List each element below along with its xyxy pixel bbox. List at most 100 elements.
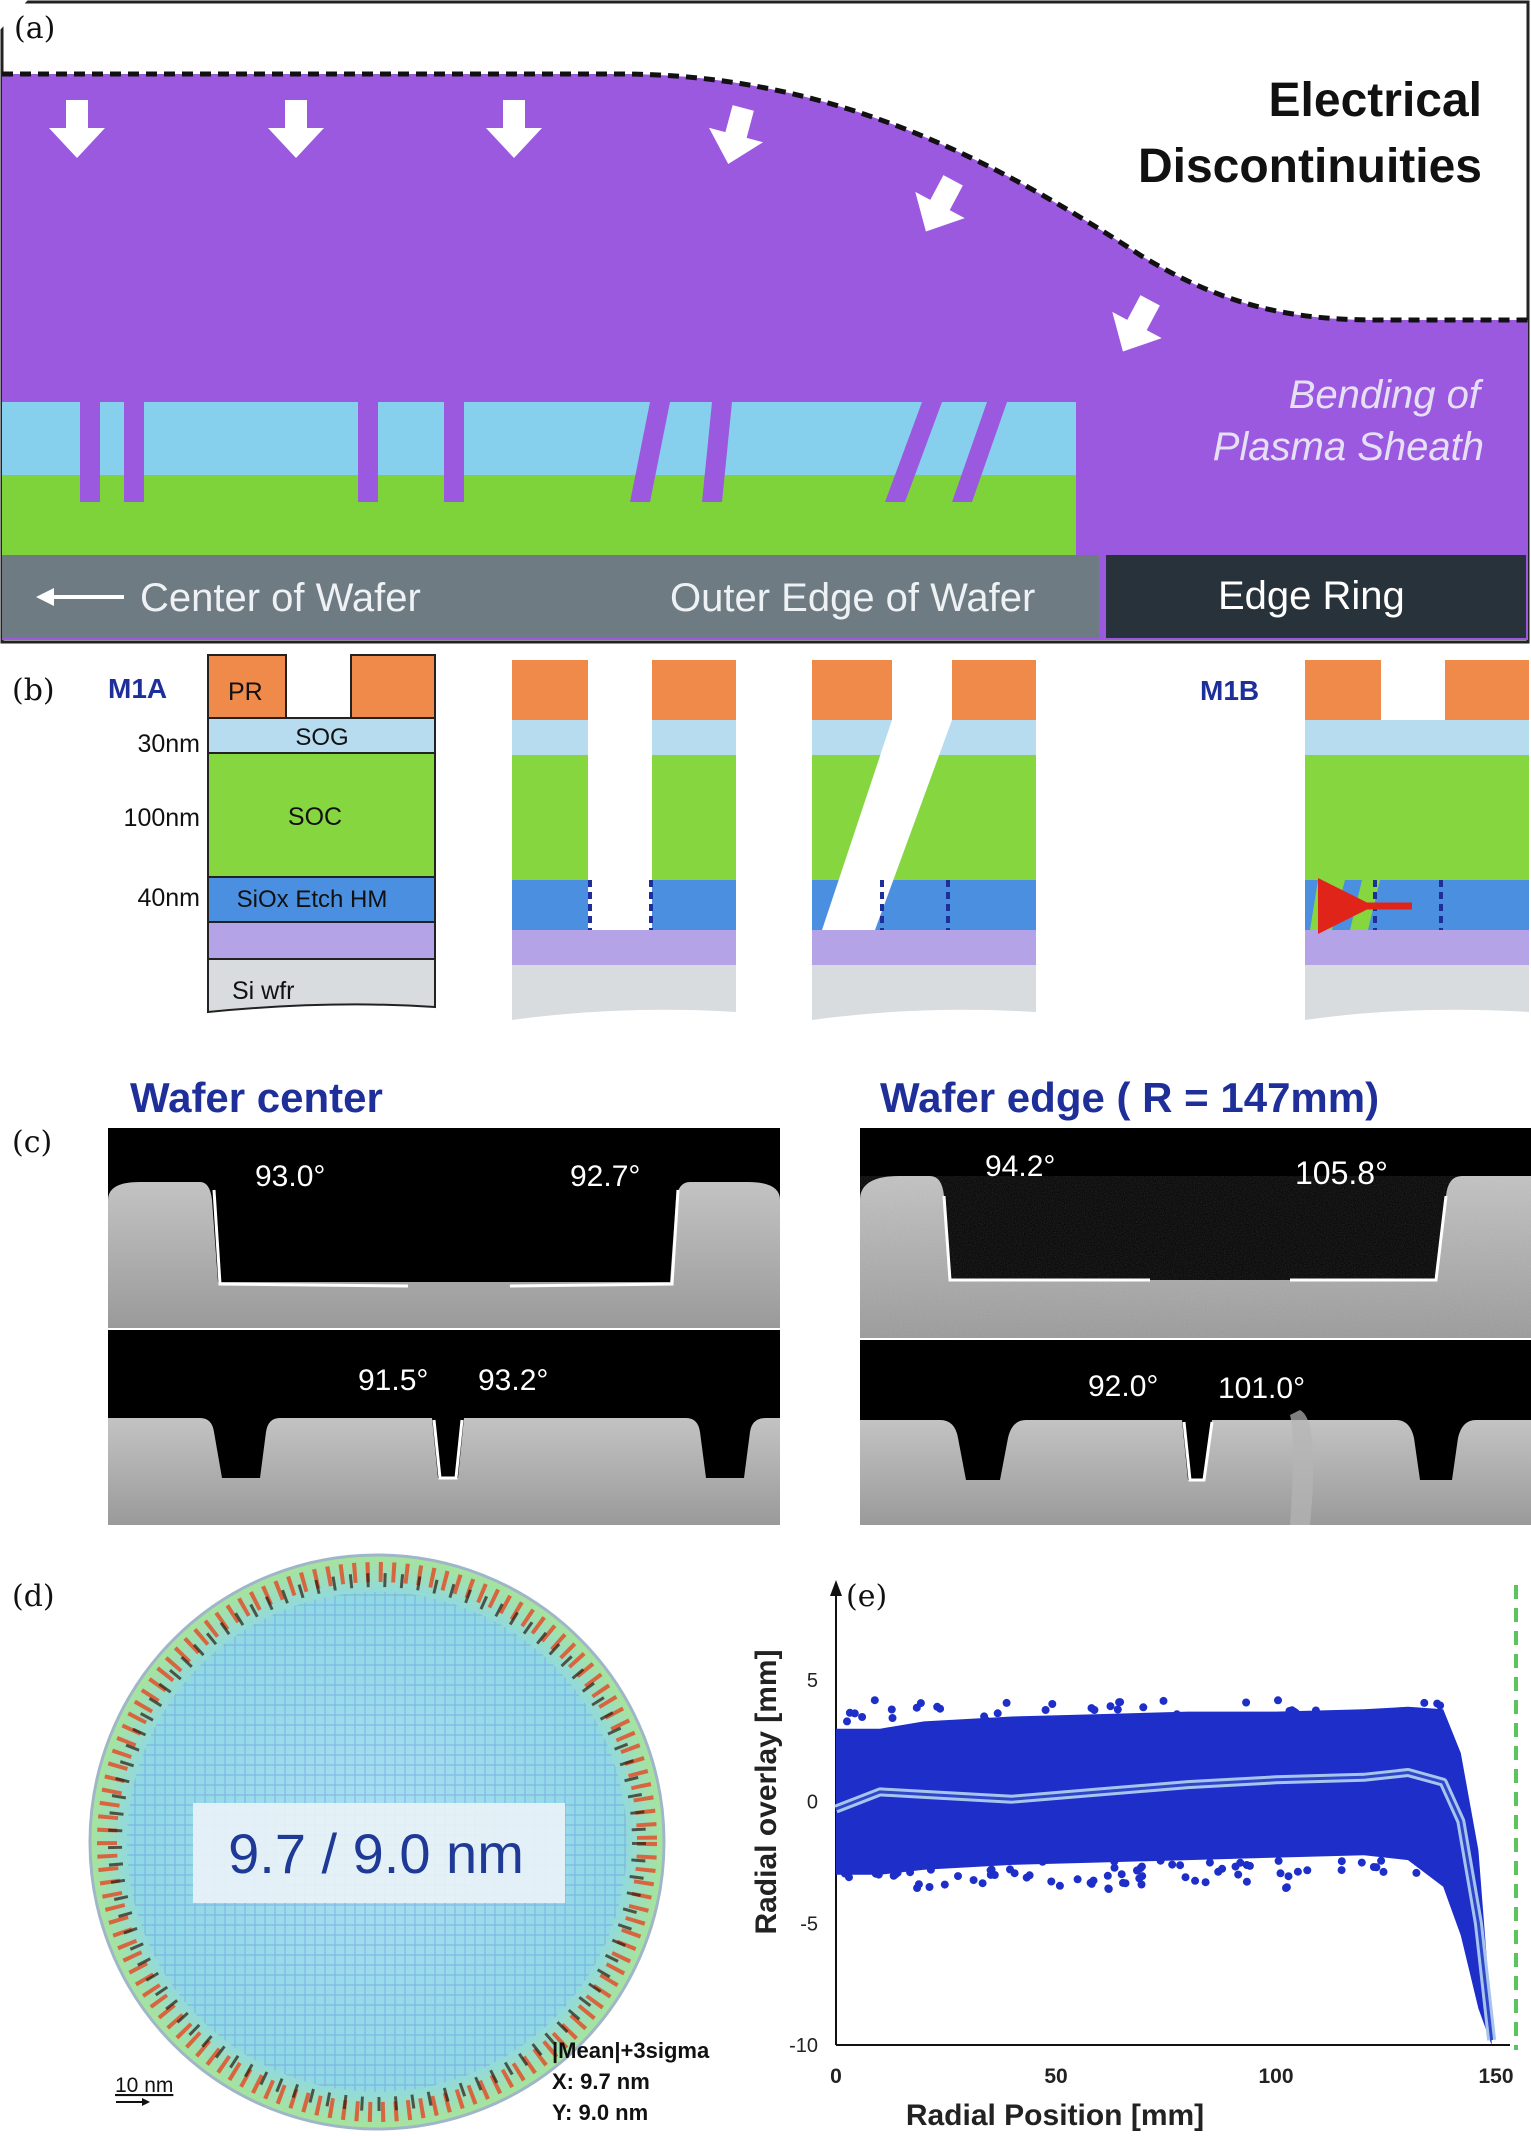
y-tick-label: -10 xyxy=(789,2035,818,2057)
down-arrow-icons xyxy=(0,0,1175,365)
scatter-point xyxy=(1416,1711,1425,1720)
sem-center-bottom xyxy=(108,1330,780,1525)
scatter-point xyxy=(1337,1716,1346,1725)
scatter-point xyxy=(874,1870,883,1879)
scatter-point xyxy=(850,1709,859,1718)
scatter-point xyxy=(1420,1698,1429,1707)
scatter-point xyxy=(1055,1881,1064,1890)
scatter-point xyxy=(980,1712,989,1721)
sog-layer xyxy=(2,402,1076,475)
scatter-point xyxy=(1201,1878,1210,1887)
scatter-point xyxy=(1260,1717,1269,1726)
scatter-point xyxy=(1236,1858,1245,1867)
scatter-point xyxy=(1137,1862,1146,1871)
scatter-point xyxy=(1156,1856,1165,1865)
summary-value: 9.7 / 9.0 nm xyxy=(228,1822,524,1885)
summary-box xyxy=(193,1803,565,1903)
scatter-point xyxy=(1379,1867,1388,1876)
y-axis-arrow-icon xyxy=(830,1580,842,1596)
scatter-point xyxy=(1248,1719,1257,1728)
scatter-point xyxy=(916,1699,925,1708)
angle-center-top-right: 92.7° xyxy=(570,1160,640,1193)
scatter-point xyxy=(1048,1700,1057,1708)
scatter-point xyxy=(906,1868,915,1877)
scatter-point xyxy=(978,1879,987,1888)
m1a-label: M1A xyxy=(108,673,167,704)
y-axis-label: Radial overlay [mm] xyxy=(750,1649,783,1934)
x-tick-label: 50 xyxy=(1044,2065,1067,2088)
x-tick-label: 100 xyxy=(1258,2065,1293,2088)
angle-center-top-left: 93.0° xyxy=(255,1160,325,1193)
scatter-point xyxy=(1274,1696,1282,1705)
x-tick-label: 0 xyxy=(830,2065,842,2088)
y-tick-label: -5 xyxy=(800,1913,818,1935)
layer-pr: PR xyxy=(228,678,263,706)
stat-x: X: 9.7 nm xyxy=(552,2069,650,2094)
scatter-point xyxy=(840,1869,849,1878)
scatter-point xyxy=(1234,1870,1243,1879)
scatter-point xyxy=(1408,1716,1417,1725)
bending-label-2: Plasma Sheath xyxy=(1213,425,1484,469)
scale-label: 10 nm xyxy=(115,2074,173,2097)
m1b-label: M1B xyxy=(1200,675,1259,706)
scatter-point xyxy=(1337,1866,1346,1875)
scatter-point xyxy=(969,1876,978,1885)
scale-arrow-icon xyxy=(116,2098,150,2106)
sem-center-top xyxy=(108,1128,780,1328)
panel-label-e: (e) xyxy=(846,1579,887,1614)
scatter-point xyxy=(1038,1857,1047,1866)
layer-hm: SiOx Etch HM xyxy=(237,886,388,913)
scatter-point xyxy=(1282,1883,1291,1892)
scatter-point xyxy=(1103,1871,1112,1880)
scatter-point xyxy=(954,1872,962,1881)
thickness-30nm: 30nm xyxy=(137,730,200,758)
scatter-point xyxy=(1415,1718,1423,1727)
layer-sog: SOG xyxy=(295,724,348,751)
scatter-point xyxy=(894,1858,903,1867)
center-of-wafer-label: Center of Wafer xyxy=(140,576,421,620)
wafer-edge-title: Wafer edge ( R = 147mm) xyxy=(880,1074,1379,1121)
scatter-point xyxy=(1274,1856,1283,1865)
scatter-point xyxy=(1119,1878,1127,1887)
stat-y: Y: 9.0 nm xyxy=(552,2100,648,2125)
y-tick-label: 5 xyxy=(807,1670,818,1692)
thickness-40nm: 40nm xyxy=(137,884,200,912)
scatter-point xyxy=(1433,1716,1442,1724)
x-tick-label: 150 xyxy=(1478,2065,1513,2088)
scatter-point xyxy=(887,1705,896,1714)
scatter-point xyxy=(1106,1702,1115,1711)
scatter-point xyxy=(1116,1698,1125,1707)
etched-features xyxy=(80,402,1007,502)
edge-vectors-dark xyxy=(108,1573,646,2111)
scatter-point xyxy=(1010,1869,1019,1878)
scatter-point xyxy=(1412,1868,1421,1877)
scatter-point xyxy=(1313,1713,1322,1722)
angle-center-bottom-left: 91.5° xyxy=(358,1364,428,1397)
scatter-point xyxy=(1168,1860,1177,1869)
scatter-point xyxy=(1117,1870,1126,1879)
scatter-point xyxy=(1139,1703,1148,1712)
angle-edge-top-left: 94.2° xyxy=(985,1150,1055,1183)
panel-e-chart: (e) Radial Position [mm] Radial overlay … xyxy=(750,1579,1518,2132)
scatter-point xyxy=(1176,1861,1185,1870)
edge-ring xyxy=(1106,555,1526,638)
panel-d: (d) 9.7 / 9.0 nm 10 nm |Mean|+3sigma X: … xyxy=(12,1553,710,2131)
scatter-point xyxy=(870,1696,879,1705)
scatter-point xyxy=(1430,1862,1439,1871)
edge-ring-label: Edge Ring xyxy=(1218,574,1405,618)
scatter-point xyxy=(1242,1877,1251,1886)
scatter-point xyxy=(1303,1866,1312,1875)
scatter-point xyxy=(1293,1867,1302,1876)
scatter-point xyxy=(1110,1863,1119,1872)
scatter-point xyxy=(1159,1696,1168,1705)
scatter-point xyxy=(1357,1858,1366,1867)
trend-line-inner xyxy=(835,1771,1494,2041)
scatter-point xyxy=(1090,1706,1099,1714)
stack-m1a xyxy=(207,654,436,1014)
panel-label-c: (c) xyxy=(12,1125,52,1160)
x-axis-label: Radial Position [mm] xyxy=(906,2099,1204,2132)
scatter-point xyxy=(974,1857,983,1865)
angle-edge-bottom-right: 101.0° xyxy=(1218,1372,1305,1405)
scatter-point xyxy=(1218,1864,1227,1873)
